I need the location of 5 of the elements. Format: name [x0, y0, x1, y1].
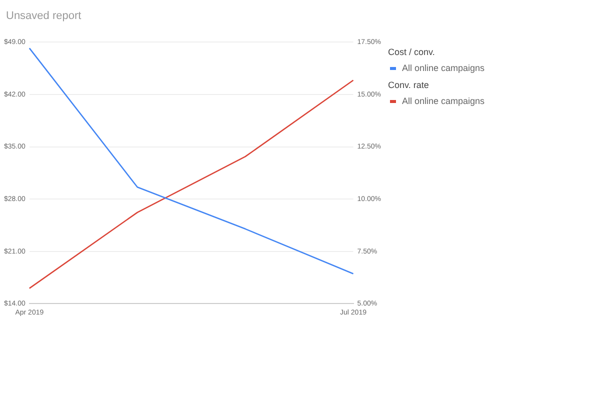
legend-label: All online campaigns: [402, 96, 485, 106]
text: Conv. rate: [388, 80, 430, 90]
chart-title: Unsaved report: [6, 10, 82, 22]
legend-label: All online campaigns: [402, 63, 485, 73]
text: Cost / conv.: [388, 47, 436, 57]
